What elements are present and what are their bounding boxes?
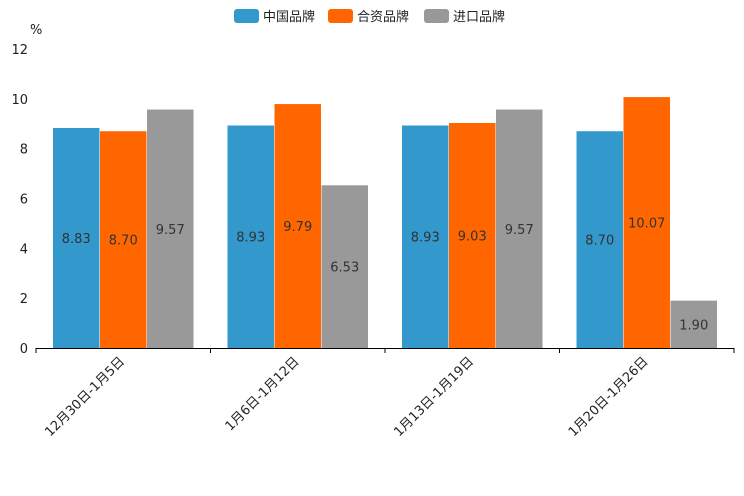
y-tick-label: 0 (20, 342, 28, 357)
bar-value-label: 9.03 (458, 230, 487, 245)
bar (496, 109, 543, 348)
bar (670, 300, 717, 348)
x-tick-label: 1月20日-1月26日 (566, 354, 652, 440)
bar (321, 185, 368, 348)
legend: 中国品牌 合资品牌 进口品牌 (234, 9, 505, 25)
y-tick-label: 8 (20, 143, 28, 158)
bar-value-label: 8.70 (109, 234, 138, 249)
legend-swatch-1 (234, 9, 259, 23)
legend-swatch-3 (424, 9, 449, 23)
bar-value-label: 9.57 (156, 223, 185, 238)
bars (53, 97, 717, 349)
bar (274, 104, 321, 349)
bar (576, 131, 623, 348)
bar (449, 123, 496, 348)
x-tick-label: 12月30日-1月5日 (42, 354, 128, 440)
bar-value-label: 8.93 (236, 231, 265, 246)
bar-value-label: 9.79 (283, 220, 312, 235)
y-axis-unit-label: % (30, 23, 42, 38)
y-axis: 0 2 4 6 8 10 12 (11, 43, 28, 357)
bar (227, 125, 274, 348)
x-axis: 12月30日-1月5日 1月6日-1月12日 1月13日-1月19日 1月20日-1月… (35, 348, 735, 440)
y-tick-label: 4 (20, 242, 28, 257)
y-tick-label: 10 (11, 93, 28, 108)
bar (53, 127, 100, 348)
y-tick-label: 2 (20, 292, 28, 307)
bar-value-label: 9.57 (505, 223, 534, 238)
bar (402, 125, 449, 348)
bar-value-label: 10.07 (628, 217, 665, 232)
bar (147, 109, 194, 348)
x-tick-label: 1月13日-1月19日 (391, 354, 477, 440)
bar (623, 97, 670, 348)
legend-label-2: 合资品牌 (357, 9, 409, 25)
legend-label-1: 中国品牌 (263, 9, 315, 25)
legend-swatch-2 (328, 9, 353, 23)
y-tick-label: 12 (11, 43, 28, 58)
bar-value-label: 6.53 (330, 261, 359, 276)
bar-value-label: 1.90 (679, 318, 708, 333)
bar-value-label: 8.93 (411, 231, 440, 246)
bar-value-label: 8.83 (62, 232, 91, 247)
legend-label-3: 进口品牌 (453, 9, 505, 25)
bar (100, 131, 147, 348)
bar-value-label: 8.70 (585, 234, 614, 249)
y-tick-label: 6 (20, 193, 28, 208)
x-tick-label: 1月6日-1月12日 (223, 354, 303, 434)
bar-labels: 8.83 8.70 9.57 8.93 9.79 6.53 8.93 9.03 9.57 8.70… (62, 217, 708, 334)
